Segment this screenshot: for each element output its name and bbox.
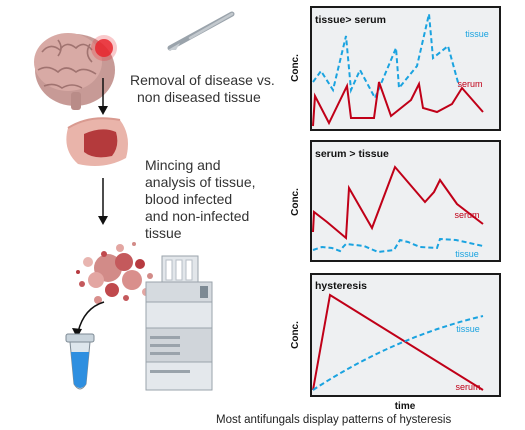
step-removal-line: Removal of disease vs.: [130, 72, 275, 88]
hplc-instrument-icon: [145, 255, 213, 391]
panel-serum-gt-tissue: Conc. serum > tissue serum tissue: [290, 140, 501, 262]
panel-1-ylabel: Conc.: [290, 54, 301, 82]
panel-1-tissue-line: [312, 13, 460, 101]
workflow-illustration: [34, 11, 235, 391]
step-mincing-line: analysis of tissue,: [145, 174, 256, 190]
tissue-sample-icon: [66, 117, 128, 166]
panel-3-serum-label: serum: [455, 382, 480, 392]
panel-1-tissue-label: tissue: [465, 29, 489, 39]
panel-1-title: tissue> serum: [315, 14, 386, 26]
microtube-icon: [65, 333, 95, 390]
step-removal-line: non diseased tissue: [137, 89, 261, 105]
panel-2-title: serum > tissue: [315, 148, 389, 160]
panel-2-ylabel: Conc.: [290, 188, 301, 216]
panel-3-serum-line: [312, 293, 484, 391]
panel-tissue-gt-serum: Conc. tissue> serum tissue serum: [290, 6, 501, 131]
brain-icon: [34, 33, 117, 110]
step-mincing-text: Mincing and analysis of tissue, blood in…: [145, 157, 256, 242]
flow-arrow-3: [77, 301, 105, 333]
panel-hysteresis: Conc. hysteresis tissue serum time: [290, 273, 501, 412]
panel-1-serum-line: [312, 80, 484, 127]
scalpel-icon: [167, 11, 235, 51]
panel-3-title: hysteresis: [315, 280, 367, 292]
panel-3-tissue-label: tissue: [456, 324, 480, 334]
figure-caption: Most antifungals display patterns of hys…: [216, 414, 452, 426]
step-mincing-line: tissue: [145, 225, 182, 241]
panel-3-tissue-line: [312, 315, 484, 391]
panel-1-serum-label: serum: [457, 79, 482, 89]
step-mincing-line: blood infected: [145, 191, 233, 207]
step-mincing-line: and non-infected: [145, 208, 250, 224]
step-mincing-line: Mincing and: [145, 157, 221, 173]
step-removal-text: Removal of disease vs. non diseased tiss…: [130, 72, 275, 106]
panel-2-tissue-label: tissue: [455, 249, 479, 259]
panel-2-serum-line: [312, 165, 484, 241]
panel-3-ylabel: Conc.: [290, 321, 301, 349]
panel-2-serum-label: serum: [454, 210, 479, 220]
panel-3-xlabel: time: [395, 401, 416, 412]
